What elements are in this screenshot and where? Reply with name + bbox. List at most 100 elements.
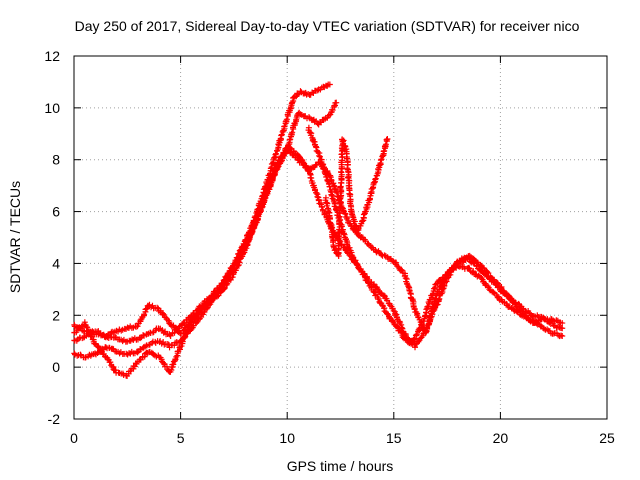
data-point (101, 333, 108, 340)
data-point (322, 170, 329, 177)
y-tick-label: 4 (52, 255, 60, 271)
data-point (329, 107, 336, 114)
data-point (466, 265, 473, 272)
data-point (470, 268, 477, 275)
data-point (247, 229, 254, 236)
data-point (244, 236, 251, 243)
data-point (276, 157, 283, 164)
x-axis-label: GPS time / hours (287, 458, 394, 474)
data-point (261, 194, 268, 201)
data-point (100, 350, 107, 357)
data-point (238, 251, 245, 258)
data-point (278, 132, 285, 139)
data-point (366, 195, 373, 202)
data-point (470, 259, 477, 266)
x-tick-label: 20 (493, 430, 509, 446)
data-point (413, 331, 420, 338)
data-point (324, 82, 331, 89)
data-point (283, 116, 290, 123)
x-tick-label: 10 (279, 430, 295, 446)
data-point (268, 175, 275, 182)
data-point (314, 193, 321, 200)
series-trace-b (71, 99, 340, 361)
data-point (378, 156, 385, 163)
data-point (372, 175, 379, 182)
data-point (308, 175, 315, 182)
data-point (297, 111, 304, 118)
data-point (398, 329, 405, 336)
data-point (314, 87, 321, 94)
data-point (287, 136, 294, 143)
data-point (290, 94, 297, 101)
data-point (318, 204, 325, 211)
data-point (134, 349, 141, 356)
data-point (349, 211, 356, 218)
data-point (141, 353, 148, 360)
data-point (344, 165, 351, 172)
chart-title: Day 250 of 2017, Sidereal Day-to-day VTE… (75, 18, 580, 34)
data-point (377, 157, 384, 164)
data-point (271, 154, 278, 161)
data-point (354, 262, 361, 269)
data-point (229, 266, 236, 273)
data-point (321, 166, 328, 173)
data-point (272, 150, 279, 157)
data-point (342, 211, 349, 218)
data-point (541, 325, 548, 332)
x-tick-label: 15 (386, 430, 402, 446)
data-point (382, 141, 389, 148)
data-point (191, 313, 198, 320)
series-trace-d (71, 144, 566, 351)
data-point (231, 265, 238, 272)
data-point (154, 304, 161, 311)
y-axis: -2 0 2 4 6 8 10 12 (44, 48, 607, 427)
data-point (333, 99, 340, 106)
data-point (279, 128, 286, 135)
data-point (323, 202, 330, 209)
data-point (490, 289, 497, 296)
data-point (383, 136, 390, 143)
data-point (429, 290, 436, 297)
data-point (245, 235, 252, 242)
y-tick-label: 2 (52, 307, 60, 323)
data-point (289, 129, 296, 136)
data-point (164, 341, 171, 348)
data-point (316, 153, 323, 160)
data-point (375, 295, 382, 302)
data-point (267, 178, 274, 185)
data-point (328, 225, 335, 232)
y-tick-label: 12 (44, 48, 60, 64)
data-point (160, 310, 167, 317)
data-point (278, 131, 285, 138)
data-point (204, 299, 211, 306)
data-point (559, 325, 566, 332)
series-trace-f (322, 135, 391, 259)
data-point (412, 344, 419, 351)
data-point (444, 270, 451, 277)
data-point (379, 153, 386, 160)
data-point (107, 359, 114, 366)
data-point (275, 157, 282, 164)
data-point (325, 208, 332, 215)
data-point (274, 160, 281, 167)
data-point (378, 251, 385, 258)
data-point (179, 338, 186, 345)
data-point (193, 320, 200, 327)
data-point (559, 333, 566, 340)
data-point (289, 99, 296, 106)
data-point (300, 159, 307, 166)
data-point (313, 190, 320, 197)
data-point (137, 335, 144, 342)
data-point (134, 323, 141, 330)
y-tick-label: 6 (52, 204, 60, 220)
data-point (210, 293, 217, 300)
data-point (234, 258, 241, 265)
y-tick-label: -2 (48, 411, 61, 427)
data-point (412, 332, 419, 339)
data-point (326, 81, 333, 88)
y-tick-label: 10 (44, 100, 60, 116)
data-point (371, 179, 378, 186)
data-point (316, 152, 323, 159)
data-point (559, 320, 566, 327)
